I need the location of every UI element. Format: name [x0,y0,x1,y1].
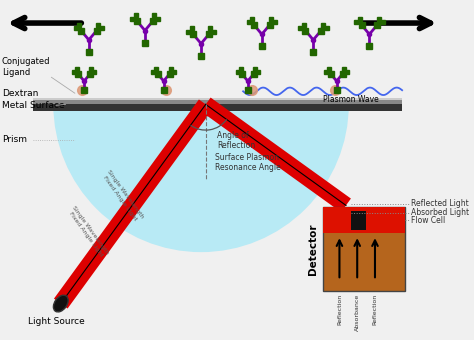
FancyBboxPatch shape [33,98,402,101]
Text: Conjugated
Ligand: Conjugated Ligand [2,57,50,77]
Text: Single Wavelength
Fixed Angle Light: Single Wavelength Fixed Angle Light [101,169,144,223]
Text: Flow Cell: Flow Cell [411,216,446,225]
Text: Reflection: Reflection [373,293,377,325]
Text: Detector: Detector [308,224,318,275]
Polygon shape [201,98,351,212]
FancyBboxPatch shape [351,211,365,230]
Polygon shape [54,99,212,308]
Text: Absorbance: Absorbance [355,293,360,330]
Text: Light Source: Light Source [28,317,84,326]
Ellipse shape [54,295,68,312]
Text: Plasmon Wave: Plasmon Wave [323,95,378,104]
Text: Surface Plasmon
Resonance Angle: Surface Plasmon Resonance Angle [215,153,281,172]
FancyBboxPatch shape [33,98,402,104]
Text: Single Wavelength
Fixed Angle Light: Single Wavelength Fixed Angle Light [67,205,110,259]
Text: Metal Surface: Metal Surface [2,101,64,110]
FancyBboxPatch shape [323,207,405,291]
Wedge shape [53,104,349,252]
Text: Angle of
Reflection: Angle of Reflection [217,131,255,150]
Text: Prism: Prism [2,135,27,144]
Text: Reflection: Reflection [337,293,342,325]
Text: Reflected Light: Reflected Light [411,199,469,208]
Text: Dextran: Dextran [2,89,38,98]
Text: Absorbed Light: Absorbed Light [411,208,470,217]
FancyBboxPatch shape [323,207,405,234]
FancyBboxPatch shape [33,98,402,111]
